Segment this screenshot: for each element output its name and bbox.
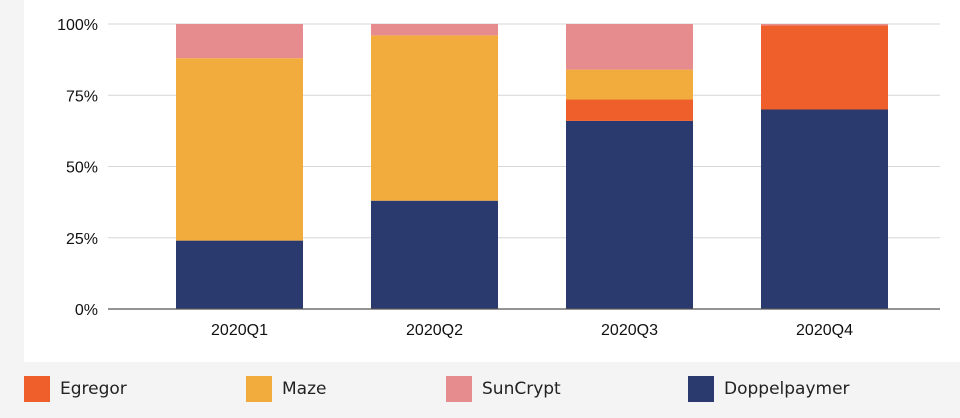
legend-label: Maze bbox=[282, 379, 327, 399]
bar-segment-doppelpaymer bbox=[761, 109, 888, 309]
legend-swatch bbox=[446, 376, 472, 402]
bar-segment-egregor bbox=[566, 99, 693, 121]
bar-segment-suncrypt bbox=[371, 24, 498, 36]
y-tick-label: 75% bbox=[66, 88, 98, 105]
bar-segment-maze bbox=[566, 69, 693, 100]
bar-segment-suncrypt bbox=[761, 24, 888, 26]
bar-segment-maze bbox=[371, 35, 498, 201]
bar-segment-doppelpaymer bbox=[371, 200, 498, 309]
x-tick-label: 2020Q4 bbox=[796, 322, 853, 339]
bar-segment-egregor bbox=[761, 25, 888, 110]
stacked-bar-chart: 0% 25% 50% 75% 100% 2020Q1 2020Q2 2020Q3 2020Q4 bbox=[57, 17, 940, 339]
bar-segment-doppelpaymer bbox=[176, 240, 303, 309]
x-tick-label: 2020Q2 bbox=[406, 322, 463, 339]
x-tick-label: 2020Q3 bbox=[601, 322, 658, 339]
bar-segment-doppelpaymer bbox=[566, 120, 693, 310]
legend-swatch bbox=[24, 376, 50, 402]
legend-label: Egregor bbox=[60, 379, 127, 399]
legend: Egregor Maze SunCrypt Doppelpaymer bbox=[0, 362, 960, 418]
legend-item-maze: Maze bbox=[246, 376, 326, 402]
legend-item-egregor: Egregor bbox=[24, 376, 127, 402]
bar-segment-suncrypt bbox=[566, 24, 693, 70]
bar-segment-suncrypt bbox=[176, 24, 303, 59]
bar-segment-maze bbox=[176, 58, 303, 241]
y-tick-label: 25% bbox=[66, 231, 98, 248]
y-tick-label: 50% bbox=[66, 160, 98, 177]
legend-item-suncrypt: SunCrypt bbox=[446, 376, 561, 402]
legend-swatch bbox=[688, 376, 714, 402]
legend-swatch bbox=[246, 376, 272, 402]
legend-label: Doppelpaymer bbox=[724, 379, 850, 399]
legend-item-doppelpaymer: Doppelpaymer bbox=[688, 376, 850, 402]
legend-label: SunCrypt bbox=[482, 379, 561, 399]
x-tick-label: 2020Q1 bbox=[211, 322, 268, 339]
y-tick-label: 100% bbox=[57, 17, 98, 34]
y-tick-label: 0% bbox=[75, 302, 98, 319]
